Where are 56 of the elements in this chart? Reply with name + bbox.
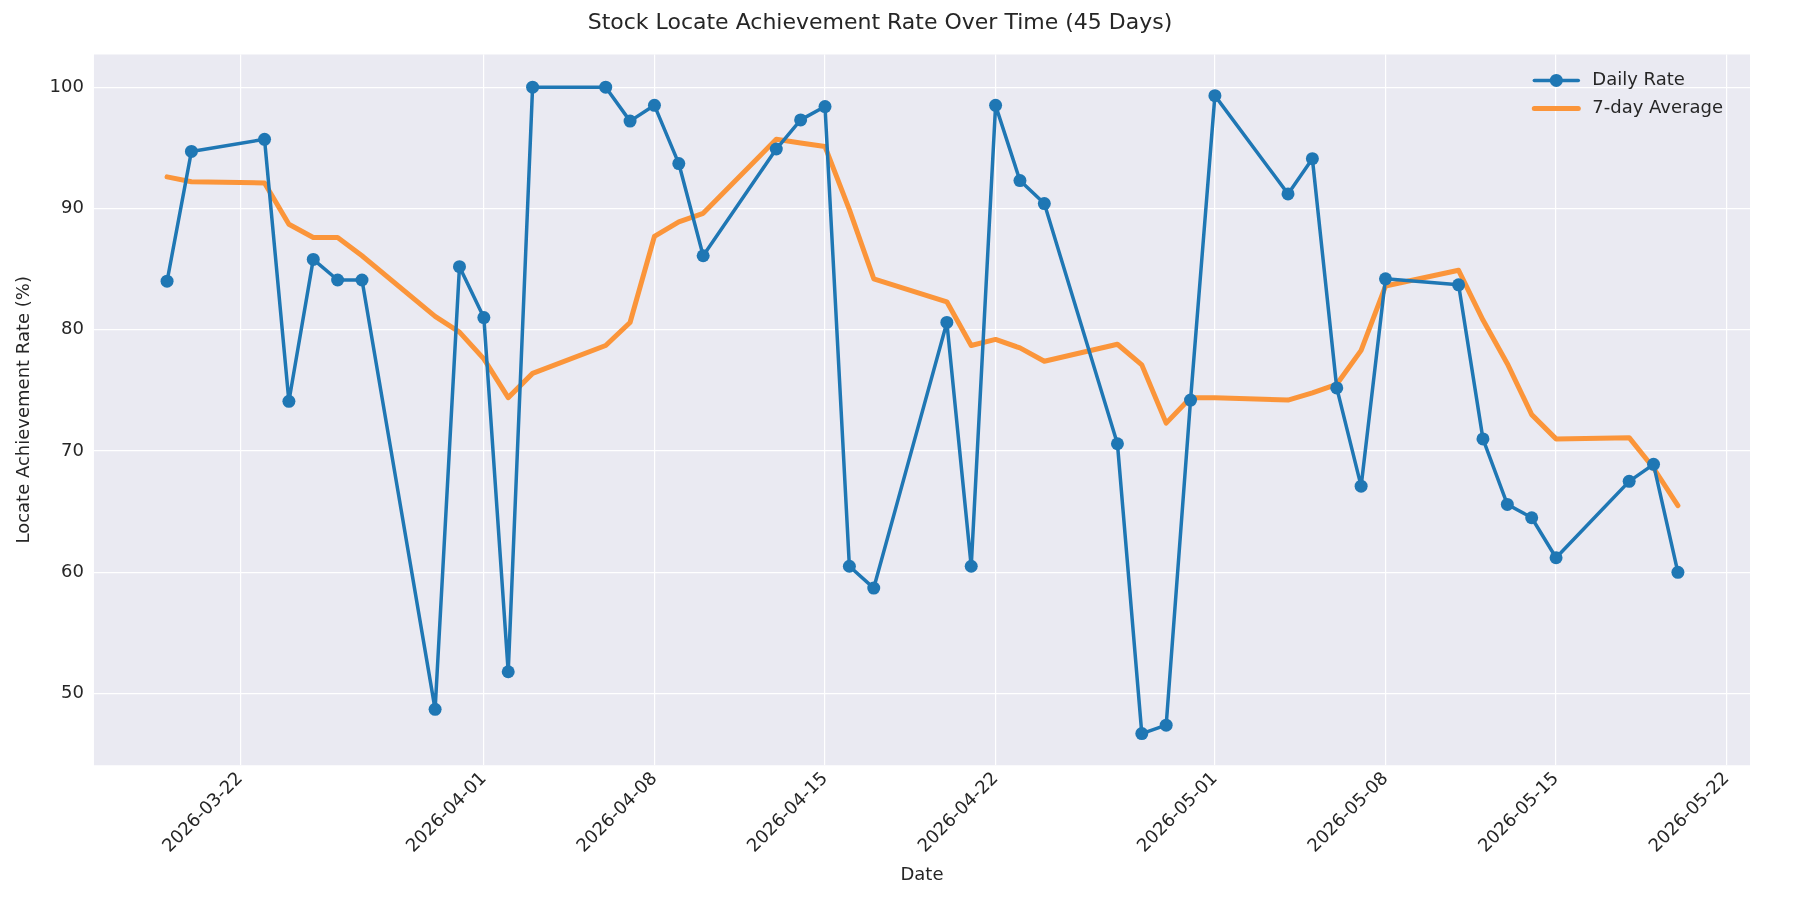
point [599,80,613,94]
point [306,252,320,266]
point [331,273,345,287]
y-tick-label: 60 [61,559,84,581]
point [1549,551,1563,565]
point [477,311,491,325]
point [1281,187,1295,201]
legend-label: 7-day Average [1592,96,1724,118]
point [818,100,832,114]
point [1647,457,1661,471]
y-tick-label: 90 [61,196,84,218]
point [184,144,198,158]
point [1671,565,1685,579]
point [1159,718,1173,732]
point [1476,432,1490,446]
legend-label: Daily Rate [1592,68,1685,90]
point [258,132,272,146]
y-tick-label: 100 [49,74,84,96]
point [1525,511,1539,525]
point [1135,727,1149,741]
y-tick-label: 70 [61,438,84,460]
point [867,581,881,595]
point [842,559,856,573]
point [1305,152,1319,166]
point [1184,393,1198,407]
point [940,315,954,329]
point [1330,381,1344,395]
point [794,113,808,127]
point [160,274,174,288]
point [1500,497,1514,511]
point [696,249,710,263]
point [1378,272,1392,286]
y-axis-title: Locate Achievement Rate (%) [12,276,34,544]
point [989,98,1003,112]
chart-title: Stock Locate Achievement Rate Over Time (45 Days) [587,8,1173,34]
point [501,665,515,679]
point [355,273,369,287]
point [1013,174,1027,188]
point [452,260,466,274]
point [647,98,661,112]
point [1037,197,1051,211]
point [1452,278,1466,292]
point [526,80,540,94]
point [1208,89,1222,103]
point [964,559,978,573]
point [428,702,442,716]
point [282,394,296,408]
point [1354,479,1368,493]
y-tick-label: 50 [61,681,84,703]
x-axis-title: Date [900,862,944,884]
point [672,157,686,171]
point [623,114,637,128]
y-tick-label: 80 [61,317,84,339]
point [1110,437,1124,451]
point [1622,474,1636,488]
point [769,142,783,156]
